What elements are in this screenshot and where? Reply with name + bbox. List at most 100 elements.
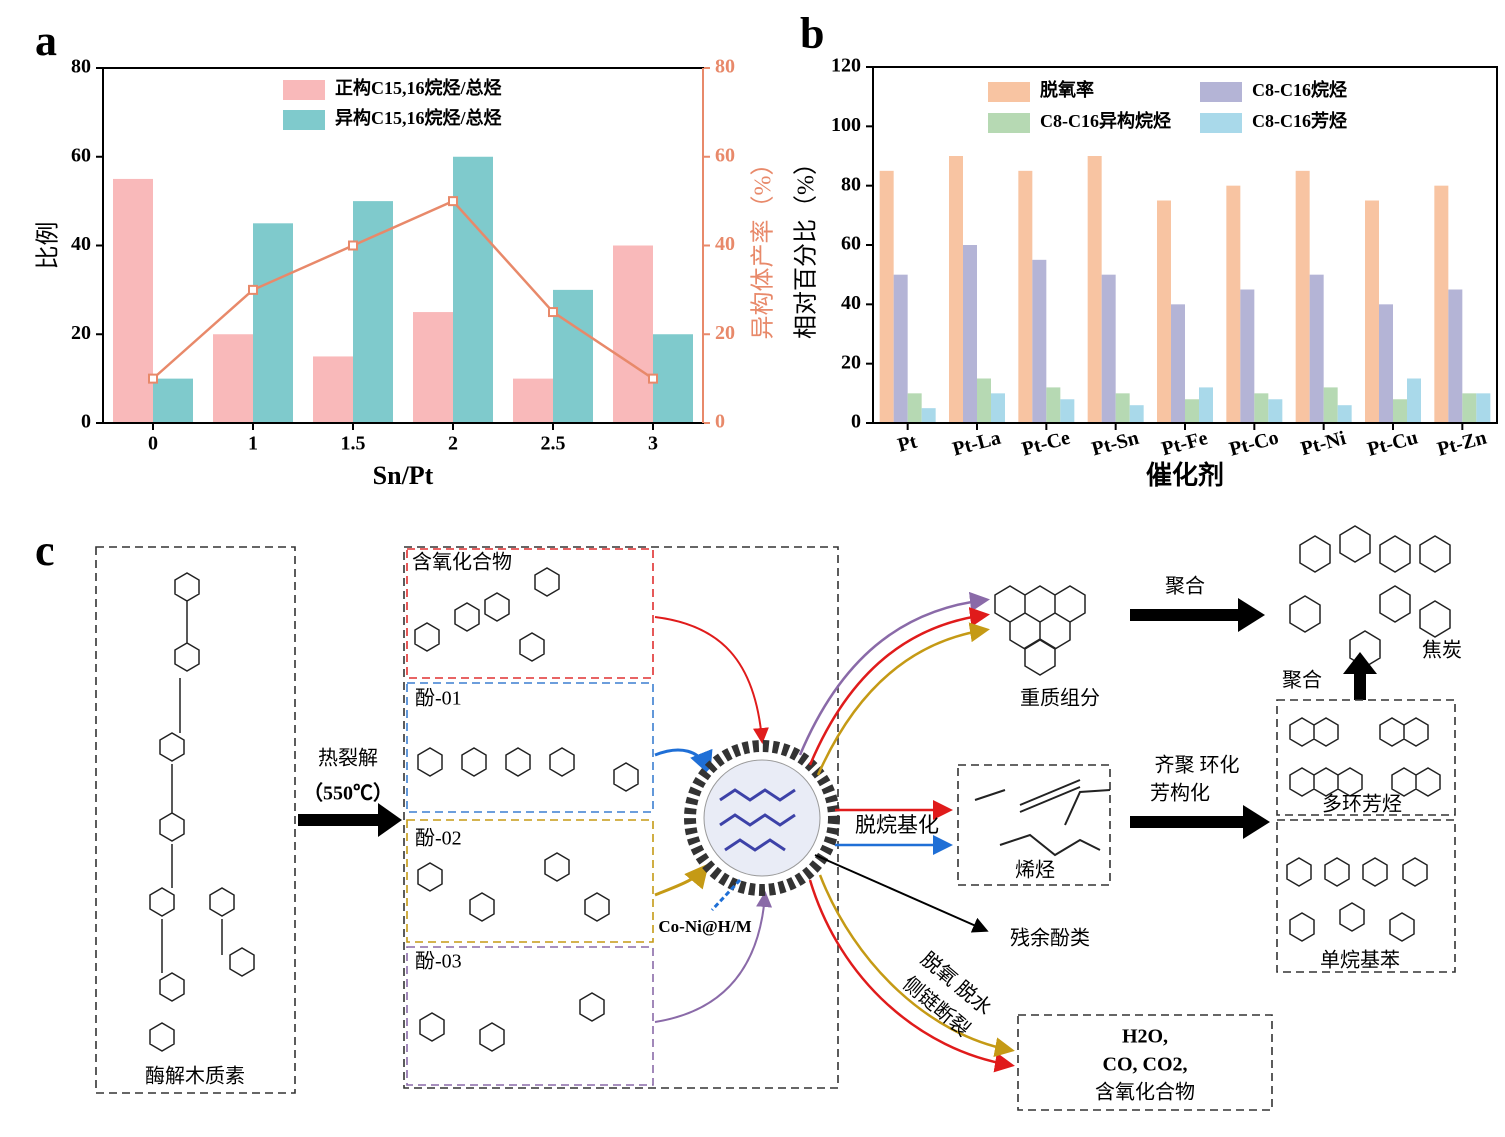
oxygenates-box <box>406 548 654 679</box>
group-label: 酚-02 <box>415 827 462 850</box>
product-label: H2O, <box>1122 1026 1168 1048</box>
bar <box>977 378 991 423</box>
pah-box <box>1276 699 1456 816</box>
arrow <box>814 854 989 933</box>
x-tick-label: 1.5 <box>341 433 366 455</box>
y-tick-label: 120 <box>831 55 861 77</box>
bar <box>1268 399 1283 423</box>
bar <box>991 393 1005 423</box>
legend-swatch <box>988 82 1030 102</box>
product-label: 含氧化合物 <box>1095 1081 1195 1104</box>
y-tick-label: 80 <box>841 173 861 195</box>
bar <box>1018 170 1033 423</box>
bar <box>653 334 693 423</box>
bar <box>153 378 193 423</box>
step-label: 热裂解 <box>318 747 378 770</box>
arrow-head <box>1243 805 1270 839</box>
y-tick-label: 60 <box>71 144 91 166</box>
bar <box>1476 393 1491 423</box>
x-tick-label: Pt-Fe <box>1159 427 1210 460</box>
arrow <box>818 874 1015 1058</box>
bar <box>453 156 493 423</box>
arrow <box>654 616 769 744</box>
y2-tick-label: 40 <box>715 233 735 255</box>
marker <box>348 240 358 251</box>
marker <box>448 196 458 207</box>
bar <box>921 408 936 423</box>
y-tick-label: 0 <box>81 411 91 433</box>
heavy-molecule <box>994 585 1086 676</box>
bar <box>113 178 153 423</box>
bar <box>353 201 393 423</box>
x-axis-label: 催化剂 <box>1146 461 1224 490</box>
phenol-box <box>406 819 654 943</box>
step-label: 聚合 <box>1282 669 1322 692</box>
bar <box>1309 274 1324 423</box>
x-tick-label: Pt-Co <box>1227 427 1281 461</box>
bar <box>1407 378 1421 423</box>
product-label: 重质组分 <box>1020 687 1100 710</box>
y2-tick-label: 20 <box>715 322 735 344</box>
x-tick-label: Pt-Cu <box>1365 426 1420 460</box>
bar <box>963 245 977 423</box>
product-label: 烯烃 <box>1015 859 1055 882</box>
legend-label: 脱氧率 <box>1040 79 1094 100</box>
lignin-box <box>95 546 296 1094</box>
y-tick-label: 100 <box>831 114 861 136</box>
bar <box>1295 170 1310 423</box>
y-tick-label: 60 <box>841 233 861 255</box>
legend-swatch <box>283 110 325 130</box>
bar <box>1060 399 1075 423</box>
x-tick-label: 2.5 <box>541 433 566 455</box>
bar <box>1185 399 1199 423</box>
y-tick-label: 0 <box>851 411 861 433</box>
catalyst-label: Co-Ni@H/M <box>658 917 751 936</box>
y-tick-label: 80 <box>71 56 91 78</box>
marker <box>148 373 158 384</box>
arrow <box>654 891 773 1023</box>
y2-tick-label: 80 <box>715 56 735 78</box>
arrow-head <box>1238 598 1265 632</box>
marker <box>648 373 658 384</box>
arrow <box>808 607 990 766</box>
arrow <box>654 748 713 776</box>
bar <box>613 245 653 423</box>
product-label: CO, CO2, <box>1103 1054 1188 1076</box>
phenol-box <box>406 946 654 1086</box>
bar <box>879 170 894 423</box>
panel-label: c <box>35 526 55 575</box>
y-tick-label: 20 <box>841 351 861 373</box>
arrow <box>808 879 1015 1073</box>
x-tick-label: 3 <box>648 433 658 455</box>
bar <box>413 312 453 423</box>
arrow <box>816 622 990 776</box>
y-tick-label: 40 <box>841 292 861 314</box>
legend-swatch <box>1200 113 1242 133</box>
bar <box>1171 304 1185 423</box>
legend-label: 异构C15,16烷烃/总烃 <box>335 107 502 128</box>
arrow <box>654 863 709 897</box>
legend-label: C8-C16烷烃 <box>1252 79 1347 100</box>
x-tick-label: Pt <box>895 430 919 456</box>
bar <box>1087 156 1102 423</box>
bar <box>1393 399 1407 423</box>
bar <box>1379 304 1393 423</box>
group-label: 酚-03 <box>415 950 462 973</box>
step-label: 脱烷基化 <box>855 813 939 837</box>
line <box>152 199 654 380</box>
bar <box>1046 387 1061 423</box>
monoalkyl-box <box>1276 819 1456 973</box>
catalyst-lattice <box>719 788 796 852</box>
y2-tick-label: 0 <box>715 411 725 433</box>
bar <box>893 274 908 423</box>
diagram: 酶解木质素 热裂解 （550℃） 含氧化合物 酚-01 酚-02 酚-03 Co… <box>95 525 1462 1111</box>
phenol-box <box>406 682 654 813</box>
bar <box>213 334 253 423</box>
bar <box>1115 393 1130 423</box>
bar <box>1462 393 1477 423</box>
x-tick-label: 0 <box>148 433 158 455</box>
aromatic-molecules <box>1286 717 1441 942</box>
coke-molecule <box>1289 525 1451 668</box>
legend-label: 正构C15,16烷烃/总烃 <box>335 77 502 98</box>
bar <box>1337 405 1352 423</box>
